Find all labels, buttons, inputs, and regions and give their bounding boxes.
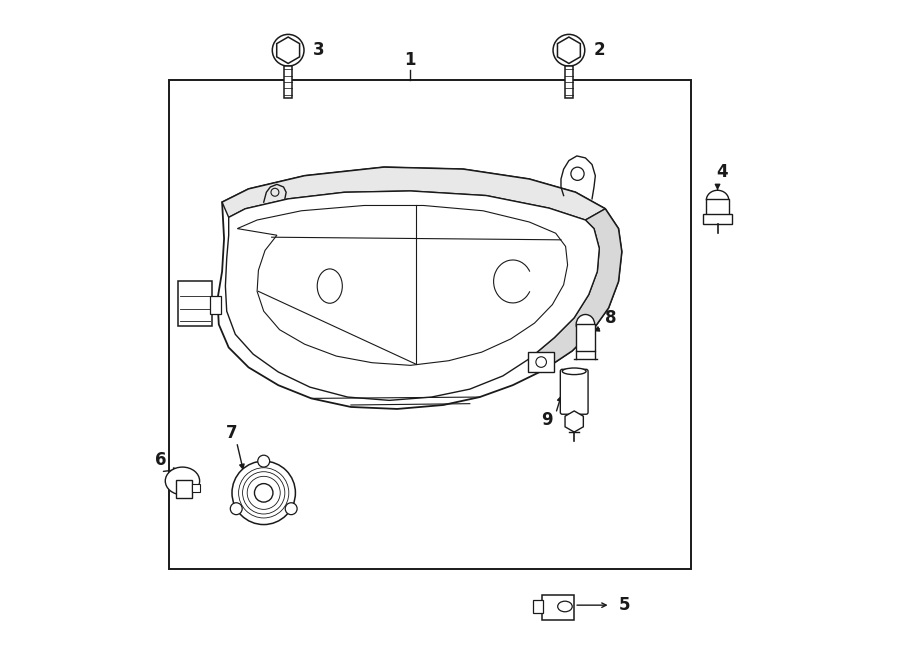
FancyBboxPatch shape xyxy=(528,352,554,372)
Text: 3: 3 xyxy=(312,41,324,59)
FancyBboxPatch shape xyxy=(706,199,729,215)
Text: 1: 1 xyxy=(405,51,416,69)
FancyBboxPatch shape xyxy=(543,594,574,620)
FancyBboxPatch shape xyxy=(176,480,193,498)
FancyBboxPatch shape xyxy=(533,600,543,613)
Text: 4: 4 xyxy=(716,164,728,181)
FancyBboxPatch shape xyxy=(210,296,221,314)
FancyBboxPatch shape xyxy=(561,369,588,414)
FancyBboxPatch shape xyxy=(284,66,292,98)
FancyBboxPatch shape xyxy=(703,214,732,224)
Polygon shape xyxy=(529,209,622,371)
Circle shape xyxy=(257,455,270,467)
Polygon shape xyxy=(238,205,568,365)
Text: 2: 2 xyxy=(593,41,605,59)
Polygon shape xyxy=(218,167,622,409)
FancyBboxPatch shape xyxy=(576,324,595,351)
Text: 8: 8 xyxy=(605,308,617,327)
Circle shape xyxy=(571,167,584,180)
Text: 9: 9 xyxy=(541,411,553,429)
Circle shape xyxy=(285,502,297,514)
Polygon shape xyxy=(222,167,605,220)
Text: 6: 6 xyxy=(155,451,166,469)
Polygon shape xyxy=(225,191,599,401)
FancyBboxPatch shape xyxy=(193,484,201,491)
FancyBboxPatch shape xyxy=(169,80,691,569)
Circle shape xyxy=(232,461,295,524)
Circle shape xyxy=(554,34,585,66)
Ellipse shape xyxy=(562,368,586,375)
Circle shape xyxy=(273,34,304,66)
Ellipse shape xyxy=(576,314,595,334)
FancyBboxPatch shape xyxy=(178,281,212,326)
Text: 7: 7 xyxy=(226,424,238,442)
Ellipse shape xyxy=(558,601,572,612)
Text: 5: 5 xyxy=(618,596,630,614)
Ellipse shape xyxy=(166,467,200,495)
Polygon shape xyxy=(276,37,300,64)
Polygon shape xyxy=(557,37,580,64)
Polygon shape xyxy=(565,411,583,432)
Circle shape xyxy=(255,484,273,502)
FancyBboxPatch shape xyxy=(565,66,573,98)
Circle shape xyxy=(230,502,242,514)
